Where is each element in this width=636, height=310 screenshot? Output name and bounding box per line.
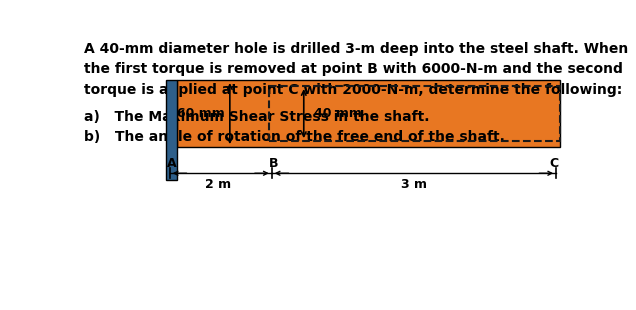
Text: a)   The Maximum Shear Stress in the shaft.: a) The Maximum Shear Stress in the shaft…: [85, 110, 430, 124]
Bar: [166, 80, 177, 180]
Text: B: B: [269, 157, 279, 170]
Text: A: A: [167, 157, 177, 170]
Text: 3 m: 3 m: [401, 178, 427, 191]
Bar: [269, 86, 560, 141]
Text: 2 m: 2 m: [205, 178, 231, 191]
Text: 60 mm: 60 mm: [177, 107, 225, 120]
Text: b)   The angle of rotation of the free end of the shaft.: b) The angle of rotation of the free end…: [85, 130, 506, 144]
Text: 40 mm: 40 mm: [314, 107, 361, 120]
Text: C: C: [550, 157, 558, 170]
Text: A 40-mm diameter hole is drilled 3-m deep into the steel shaft. When: A 40-mm diameter hole is drilled 3-m dee…: [85, 42, 628, 56]
Bar: [177, 80, 560, 147]
Text: the first torque is removed at point B with 6000-N-m and the second: the first torque is removed at point B w…: [85, 62, 623, 76]
Text: torque is applied at point C with 2000-N-m, determine the following:: torque is applied at point C with 2000-N…: [85, 82, 623, 96]
